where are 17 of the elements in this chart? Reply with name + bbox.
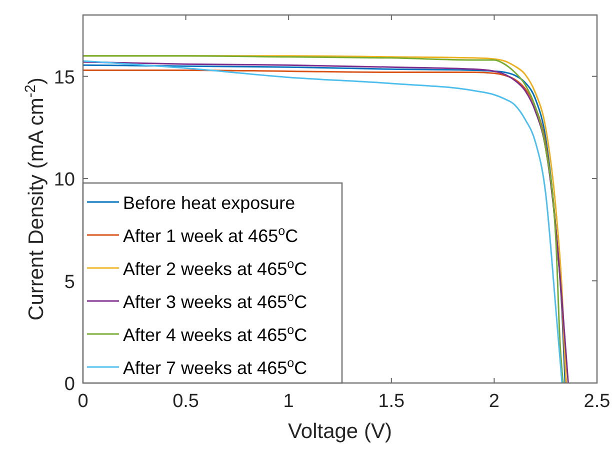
y-tick-label: 15 [54, 67, 75, 88]
x-tick-label: 2 [488, 391, 500, 412]
x-tick-label: 1.5 [378, 391, 405, 412]
legend-label: After 1 week at 465$^{o}$C [123, 224, 298, 246]
legend-label: Before heat exposure [123, 193, 296, 213]
y-tick-label: 10 [54, 170, 75, 191]
legend-label: After 3 weeks at 465$^{o}$C [123, 290, 308, 312]
x-axis-title: Voltage (V) [288, 420, 392, 443]
x-tick-label: 0.5 [172, 391, 200, 412]
legend-label: After 7 weeks at 465$^{o}$C [123, 356, 308, 378]
x-tick-label: 0 [78, 391, 88, 412]
y-tick-label: 0 [64, 374, 75, 395]
legend-label: After 4 weeks at 465$^{o}$C [123, 323, 308, 345]
y-tick-label: 5 [64, 272, 75, 293]
legend-label: After 2 weeks at 465$^{o}$C [123, 257, 308, 279]
x-tick-label: 2.5 [584, 391, 610, 412]
x-tick-label: 1 [283, 391, 294, 412]
